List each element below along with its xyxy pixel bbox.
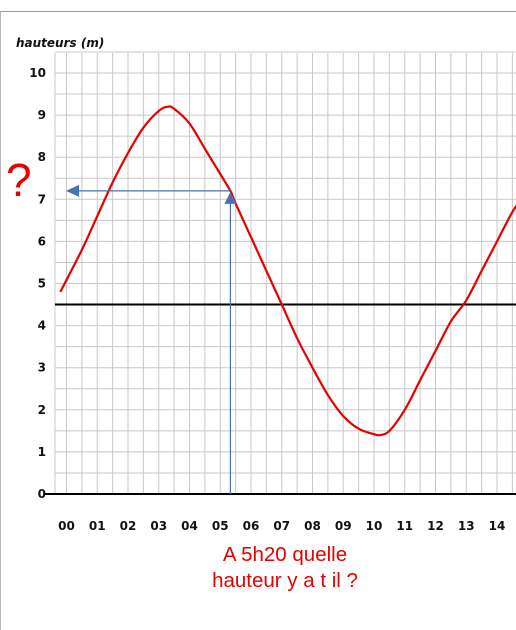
x-tick-label: 11 [396,519,413,533]
x-tick-label: 09 [335,519,352,533]
y-axis-label: hauteurs (m) [16,36,104,50]
x-tick-label: 08 [304,519,321,533]
question-line-1: A 5h20 quelle [222,543,348,566]
question-line-2: hauteur y a t il ? [212,569,358,592]
x-tick-label: 03 [150,519,167,533]
y-tick-label: 0 [38,487,46,501]
y-tick-label: 6 [38,234,46,248]
chart-frame [0,11,516,630]
y-tick-label: 8 [38,150,46,164]
x-tick-label: 07 [273,519,290,533]
y-tick-label: 5 [38,277,46,291]
horizontal-arrow-head [66,184,79,197]
series-layer [59,105,516,437]
x-tick-label: 12 [427,519,444,533]
y-tick-label: 10 [29,66,46,80]
vertical-arrow-head [224,191,237,204]
y-tick-label: 3 [38,361,46,375]
x-tick-label: 10 [366,519,383,533]
y-tick-labels: 0 1 2 3 4 5 6 7 8 9 10 [29,66,46,501]
reference-lines [44,303,516,495]
question-mark: ? [6,154,32,206]
x-tick-label: 02 [120,519,137,533]
y-tick-label: 7 [38,192,46,206]
question-text: A 5h20 quelle hauteur y a t il ? [110,542,460,594]
x-tick-label: 04 [181,519,198,533]
x-tick-label: 13 [458,519,475,533]
x-tick-label: 01 [89,519,106,533]
y-tick-label: 1 [38,445,46,459]
x-tick-labels: 00 01 02 03 04 05 06 07 08 09 10 11 12 13 14 [58,519,505,533]
y-tick-label: 9 [38,108,46,122]
grid [54,51,516,494]
x-tick-label: 06 [243,519,260,533]
x-tick-label: 05 [212,519,229,533]
x-tick-label: 14 [489,519,506,533]
x-tick-label: 00 [58,519,75,533]
y-tick-label: 4 [38,319,46,333]
series-line [59,105,516,437]
y-tick-label: 2 [38,403,46,417]
annotation-arrows [66,184,237,494]
